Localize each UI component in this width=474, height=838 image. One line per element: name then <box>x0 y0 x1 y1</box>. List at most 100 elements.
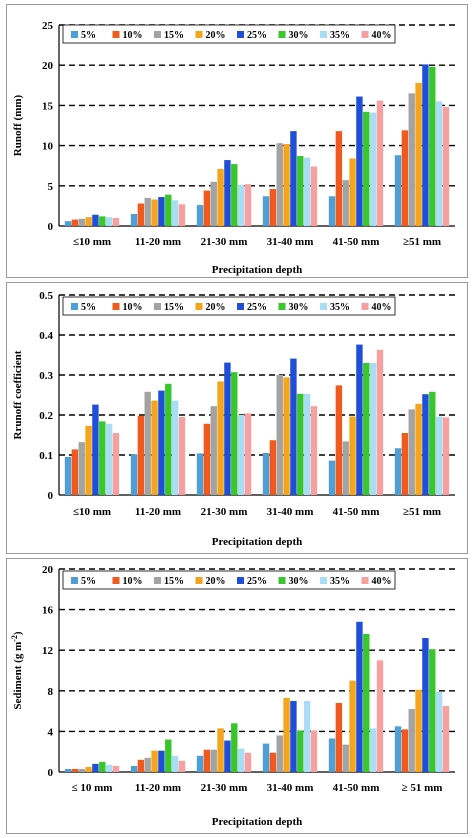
legend-label: 30% <box>289 576 309 587</box>
bar-10pct <box>401 729 409 772</box>
y-tick-label: 20 <box>42 564 54 576</box>
x-axis-label: Precipitation depth <box>212 264 303 276</box>
y-tick-label: 5 <box>48 181 54 193</box>
bar-25pct <box>422 64 429 226</box>
bar-35pct <box>105 423 113 495</box>
bar-25pct <box>158 750 165 772</box>
bar-5pct <box>196 755 204 772</box>
bar-20pct <box>283 377 290 495</box>
bar-30pct <box>231 164 238 226</box>
bar-15pct <box>144 197 151 226</box>
bar-40pct <box>112 433 120 495</box>
legend-label: 25% <box>247 30 267 41</box>
runoff-coefficient-chart: 0 0.1 0.2 0.3 0.4 0.5 ≤10 mm 11-20 mm 21-30 mm 31… <box>12 290 455 548</box>
sediment-chart: 0 4 8 12 16 20 ≤ 10 mm 11-20 mm 21-30 mm 31-40 mm… <box>10 564 455 828</box>
runoff-chart-panel: 0 5 10 15 20 25 ≤10 mm 11-20 mm 21-30 mm 31-40 mm… <box>6 4 468 278</box>
bar-5pct <box>130 213 138 226</box>
legend-box <box>62 296 396 316</box>
bar-5pct <box>196 205 204 226</box>
bar-15pct <box>342 180 349 226</box>
bar-40pct <box>442 107 450 226</box>
bar-25pct <box>224 362 231 495</box>
bar-15pct <box>408 409 415 495</box>
x-tick-label: 41-50 mm <box>333 236 380 248</box>
bar-25pct <box>356 96 363 226</box>
bar-10pct <box>203 423 211 495</box>
legend-swatch <box>237 303 244 310</box>
bar-30pct <box>99 421 106 495</box>
legend-swatch <box>195 31 203 38</box>
bar-30pct <box>99 761 106 772</box>
bar-35pct <box>237 415 245 495</box>
bar-10pct <box>269 189 277 226</box>
legend: 5% 10% 15% 20% 25% 30% 35% 40% <box>62 296 396 316</box>
y-axis-label: Rrunoff coefficient <box>12 350 24 439</box>
legend-swatch <box>154 303 161 310</box>
bar-20pct <box>85 217 92 226</box>
bar-15pct <box>144 391 151 495</box>
y-tick-label: 0.3 <box>39 370 53 382</box>
bar-15pct <box>276 735 283 772</box>
bar-15pct <box>276 143 283 226</box>
bar-15pct <box>408 93 415 226</box>
bar-10pct <box>71 449 79 495</box>
x-tick-label: ≥ 51 mm <box>402 782 443 794</box>
bar-35pct <box>369 363 377 495</box>
bar-30pct <box>429 391 436 495</box>
x-tick-label: ≥51 mm <box>403 236 441 248</box>
bar-35pct <box>435 101 443 226</box>
bar-30pct <box>429 649 436 772</box>
legend-swatch <box>320 31 327 38</box>
bar-20pct <box>85 766 92 772</box>
legend-swatch <box>112 31 120 38</box>
bar-35pct <box>303 700 311 772</box>
legend-swatch <box>278 31 286 38</box>
legend-label: 30% <box>289 30 309 41</box>
bar-25pct <box>224 160 231 226</box>
y-tick-label: 0.2 <box>39 410 53 422</box>
bar-35pct <box>303 157 311 226</box>
x-axis-label: Precipitation depth <box>212 816 303 828</box>
bar-40pct <box>310 730 318 772</box>
legend-swatch <box>112 303 120 310</box>
x-tick-label: 41-50 mm <box>333 506 380 518</box>
bar-25pct <box>422 394 429 495</box>
bar-30pct <box>231 372 238 495</box>
bar-40pct <box>244 413 252 495</box>
bar-5pct <box>130 454 138 495</box>
bar-15pct <box>342 441 349 495</box>
legend-label: 25% <box>247 576 267 587</box>
legend-label: 35% <box>330 30 350 41</box>
bar-5pct <box>130 765 138 772</box>
bar-10pct <box>137 415 145 495</box>
bar-35pct <box>303 393 311 495</box>
legend-label: 35% <box>330 302 350 313</box>
bar-25pct <box>356 621 363 772</box>
bar-40pct <box>310 166 318 226</box>
bar-10pct <box>269 440 277 495</box>
legend-swatch <box>278 577 286 584</box>
legend-swatch <box>361 303 369 310</box>
bar-30pct <box>363 111 370 226</box>
x-tick-label: 11-20 mm <box>135 782 181 794</box>
bar-15pct <box>210 749 217 772</box>
bar-25pct <box>290 700 297 772</box>
legend-label: 5% <box>81 302 96 313</box>
bar-20pct <box>349 158 356 226</box>
bar-25pct <box>290 358 297 495</box>
y-tick-label: 0 <box>48 767 54 779</box>
bar-5pct <box>328 738 336 772</box>
y-tick-label: 15 <box>42 100 54 112</box>
bar-10pct <box>71 768 79 772</box>
bar-10pct <box>269 752 277 772</box>
legend-label: 40% <box>372 30 392 41</box>
bar-35pct <box>105 764 113 772</box>
bar-35pct <box>237 184 245 226</box>
bar-30pct <box>231 723 238 772</box>
bar-20pct <box>415 82 422 226</box>
bar-35pct <box>369 112 377 226</box>
bar-15pct <box>144 757 151 772</box>
bar-35pct <box>435 691 443 772</box>
legend-swatch <box>195 303 203 310</box>
legend-label: 25% <box>247 302 267 313</box>
